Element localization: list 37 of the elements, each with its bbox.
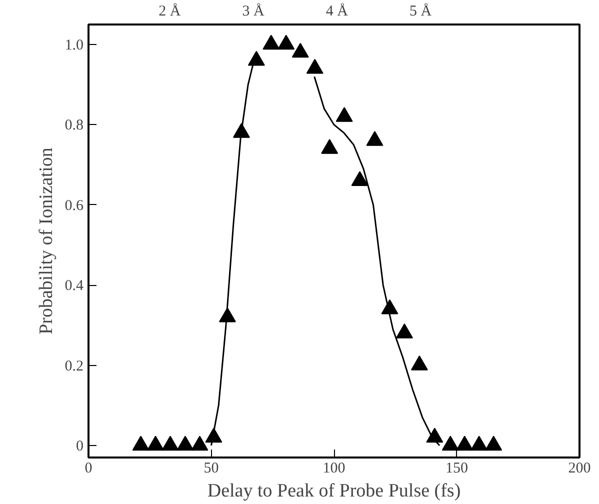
y-axis-title: Probability of Ionization xyxy=(36,147,57,334)
x2-tick-label: 2 Å xyxy=(158,2,181,20)
point xyxy=(381,299,398,314)
point xyxy=(176,436,194,451)
x2-tick-label: 5 Å xyxy=(410,2,432,20)
point xyxy=(132,436,150,451)
point xyxy=(470,436,488,451)
y-tick-label: 0.6 xyxy=(64,198,84,214)
point xyxy=(410,356,428,370)
point xyxy=(485,436,502,451)
point xyxy=(456,436,474,451)
y-tick-label: 0.4 xyxy=(64,278,84,294)
point xyxy=(262,34,280,50)
y-tick-label: 0.2 xyxy=(64,358,84,374)
point xyxy=(292,42,309,58)
point xyxy=(191,436,208,451)
point xyxy=(396,323,413,338)
point xyxy=(306,58,324,74)
y-tick-label: 1.0 xyxy=(64,38,84,54)
x-axis-title: Delay to Peak of Probe Pulse (fs) xyxy=(207,480,461,502)
point xyxy=(351,171,368,186)
point xyxy=(336,106,353,122)
x-tick-label: 100 xyxy=(322,460,346,476)
point xyxy=(278,34,295,50)
point xyxy=(442,436,459,451)
x2-tick-label: 3 Å xyxy=(242,2,264,20)
x-tick-label: 50 xyxy=(204,460,219,476)
y-tick-label: 0 xyxy=(76,438,84,454)
y-tick-label: 0.8 xyxy=(64,118,84,134)
point xyxy=(248,50,265,66)
point xyxy=(366,131,384,146)
x-tick-label: 200 xyxy=(568,460,591,476)
x-tick-label: 150 xyxy=(446,460,468,476)
point xyxy=(321,139,338,154)
point xyxy=(162,436,179,451)
x2-tick-label: 4 Å xyxy=(326,2,348,20)
point xyxy=(147,436,164,451)
